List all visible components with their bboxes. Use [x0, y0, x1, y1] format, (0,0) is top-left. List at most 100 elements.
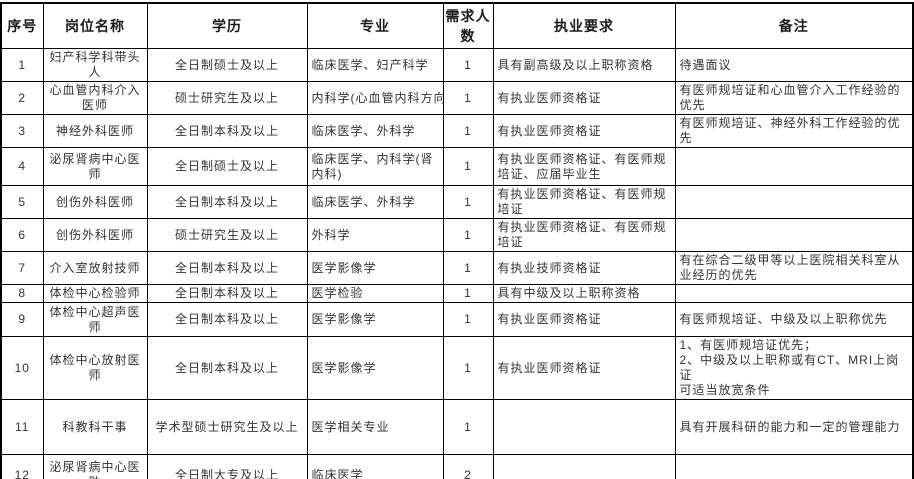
cell-education: 全日制本科及以上: [146, 302, 308, 337]
cell-major: 临床医学、内科学(肾内科): [306, 147, 444, 186]
cell-remark: 有在综合二级甲等以上医院相关科室从业经历的优先: [674, 251, 914, 285]
cell-major: 临床医学、外科学: [306, 185, 444, 219]
cell-remark: [674, 218, 914, 252]
cell-position: 创伤外科医师: [42, 185, 148, 219]
cell-education: 全日制大专及以上: [146, 454, 308, 479]
cell-major: 临床医学: [306, 454, 444, 479]
cell-remark: [674, 147, 914, 186]
cell-education: 学术型硕士研究生及以上: [146, 399, 308, 455]
table-row: 9 体检中心超声医师 全日制本科及以上 医学影像学 1 有执业医师资格证 有医师…: [0, 302, 914, 337]
cell-count: 1: [442, 284, 494, 303]
cell-education: 全日制硕士及以上: [146, 48, 308, 82]
cell-education: 硕士研究生及以上: [146, 218, 308, 252]
cell-requirement: 有执业医师资格证、有医师规培证、应届毕业生: [492, 147, 676, 186]
cell-requirement: [492, 399, 676, 455]
cell-education: 全日制本科及以上: [146, 284, 308, 303]
cell-count: 1: [442, 114, 494, 148]
table-row: 1 妇产科学科带头人 全日制硕士及以上 临床医学、妇产科学 1 具有副高级及以上…: [0, 48, 914, 82]
header-position: 岗位名称: [42, 2, 148, 49]
table-row: 11 科教科干事 学术型硕士研究生及以上 医学相关专业 1 具有开展科研的能力和…: [0, 399, 914, 455]
header-requirement: 执业要求: [492, 2, 676, 49]
cell-count: 1: [442, 147, 494, 186]
cell-major: 医学影像学: [306, 336, 444, 400]
cell-position: 创伤外科医师: [42, 218, 148, 252]
table-header: 序号 岗位名称 学历 专业 需求人数 执业要求 备注: [0, 2, 914, 49]
header-remark: 备注: [674, 2, 914, 49]
cell-position: 心血管内科介入医师: [42, 81, 148, 115]
cell-remark: 有医师规培证和心血管介入工作经验的优先: [674, 81, 914, 115]
table-row: 3 神经外科医师 全日制本科及以上 临床医学、外科学 1 有执业医师资格证 有医…: [0, 114, 914, 148]
cell-count: 1: [442, 185, 494, 219]
cell-education: 全日制硕士及以上: [146, 147, 308, 186]
cell-major: 外科学: [306, 218, 444, 252]
cell-remark: [674, 185, 914, 219]
cell-no: 10: [0, 336, 44, 400]
cell-education: 硕士研究生及以上: [146, 81, 308, 115]
cell-no: 2: [0, 81, 44, 115]
cell-no: 11: [0, 399, 44, 455]
cell-requirement: 有执业医师资格证: [492, 302, 676, 337]
table-row: 4 泌尿肾病中心医师 全日制硕士及以上 临床医学、内科学(肾内科) 1 有执业医…: [0, 147, 914, 186]
cell-position: 神经外科医师: [42, 114, 148, 148]
table-row: 6 创伤外科医师 硕士研究生及以上 外科学 1 有执业医师资格证、有医师规培证: [0, 218, 914, 252]
cell-remark: 有医师规培证、中级及以上职称优先: [674, 302, 914, 337]
cell-position: 体检中心检验师: [42, 284, 148, 303]
cell-major: 内科学(心血管内科方向): [306, 81, 444, 115]
cell-count: 1: [442, 251, 494, 285]
cell-count: 1: [442, 399, 494, 455]
cell-major: 医学相关专业: [306, 399, 444, 455]
cell-education: 全日制本科及以上: [146, 114, 308, 148]
cell-requirement: 具有副高级及以上职称资格: [492, 48, 676, 82]
cell-education: 全日制本科及以上: [146, 185, 308, 219]
table-row: 8 体检中心检验师 全日制本科及以上 医学检验 1 具有中级及以上职称资格: [0, 284, 914, 303]
cell-position: 体检中心超声医师: [42, 302, 148, 337]
header-education: 学历: [146, 2, 308, 49]
table-row: 2 心血管内科介入医师 硕士研究生及以上 内科学(心血管内科方向) 1 有执业医…: [0, 81, 914, 115]
cell-count: 1: [442, 302, 494, 337]
cell-requirement: 有执业医师资格证、有医师规培证: [492, 185, 676, 219]
cell-requirement: 有执业医师资格证: [492, 114, 676, 148]
cell-major: 医学影像学: [306, 251, 444, 285]
cell-requirement: [492, 454, 676, 479]
cell-position: 泌尿肾病中心医助: [42, 454, 148, 479]
header-major: 专业: [306, 2, 444, 49]
cell-count: 1: [442, 336, 494, 400]
table-row: 10 体检中心放射医师 全日制本科及以上 医学影像学 1 有执业医师资格证 1、…: [0, 336, 914, 400]
cell-count: 1: [442, 81, 494, 115]
cell-remark: 具有开展科研的能力和一定的管理能力: [674, 399, 914, 455]
cell-no: 9: [0, 302, 44, 337]
header-count: 需求人数: [442, 2, 494, 49]
cell-requirement: 有执业医师资格证: [492, 81, 676, 115]
cell-requirement: 有执业医师资格证: [492, 336, 676, 400]
cell-position: 泌尿肾病中心医师: [42, 147, 148, 186]
cell-remark: [674, 454, 914, 479]
cell-no: 1: [0, 48, 44, 82]
cell-no: 7: [0, 251, 44, 285]
cell-no: 5: [0, 185, 44, 219]
cell-no: 4: [0, 147, 44, 186]
cell-remark: 有医师规培证、神经外科工作经验的优先: [674, 114, 914, 148]
cell-no: 3: [0, 114, 44, 148]
cell-major: 临床医学、外科学: [306, 114, 444, 148]
cell-remark: [674, 284, 914, 303]
cell-remark: 待遇面议: [674, 48, 914, 82]
cell-position: 介入室放射技师: [42, 251, 148, 285]
cell-major: 医学检验: [306, 284, 444, 303]
cell-count: 1: [442, 218, 494, 252]
table-body: 1 妇产科学科带头人 全日制硕士及以上 临床医学、妇产科学 1 具有副高级及以上…: [0, 48, 914, 479]
cell-requirement: 有执业医师资格证、有医师规培证: [492, 218, 676, 252]
table-row: 12 泌尿肾病中心医助 全日制大专及以上 临床医学 2: [0, 454, 914, 479]
cell-no: 12: [0, 454, 44, 479]
cell-position: 科教科干事: [42, 399, 148, 455]
cell-requirement: 有执业技师资格证: [492, 251, 676, 285]
table-row: 5 创伤外科医师 全日制本科及以上 临床医学、外科学 1 有执业医师资格证、有医…: [0, 185, 914, 219]
cell-major: 医学影像学: [306, 302, 444, 337]
cell-count: 2: [442, 454, 494, 479]
header-no: 序号: [0, 2, 44, 49]
cell-requirement: 具有中级及以上职称资格: [492, 284, 676, 303]
cell-major: 临床医学、妇产科学: [306, 48, 444, 82]
header-row: 序号 岗位名称 学历 专业 需求人数 执业要求 备注: [0, 2, 914, 49]
cell-no: 6: [0, 218, 44, 252]
